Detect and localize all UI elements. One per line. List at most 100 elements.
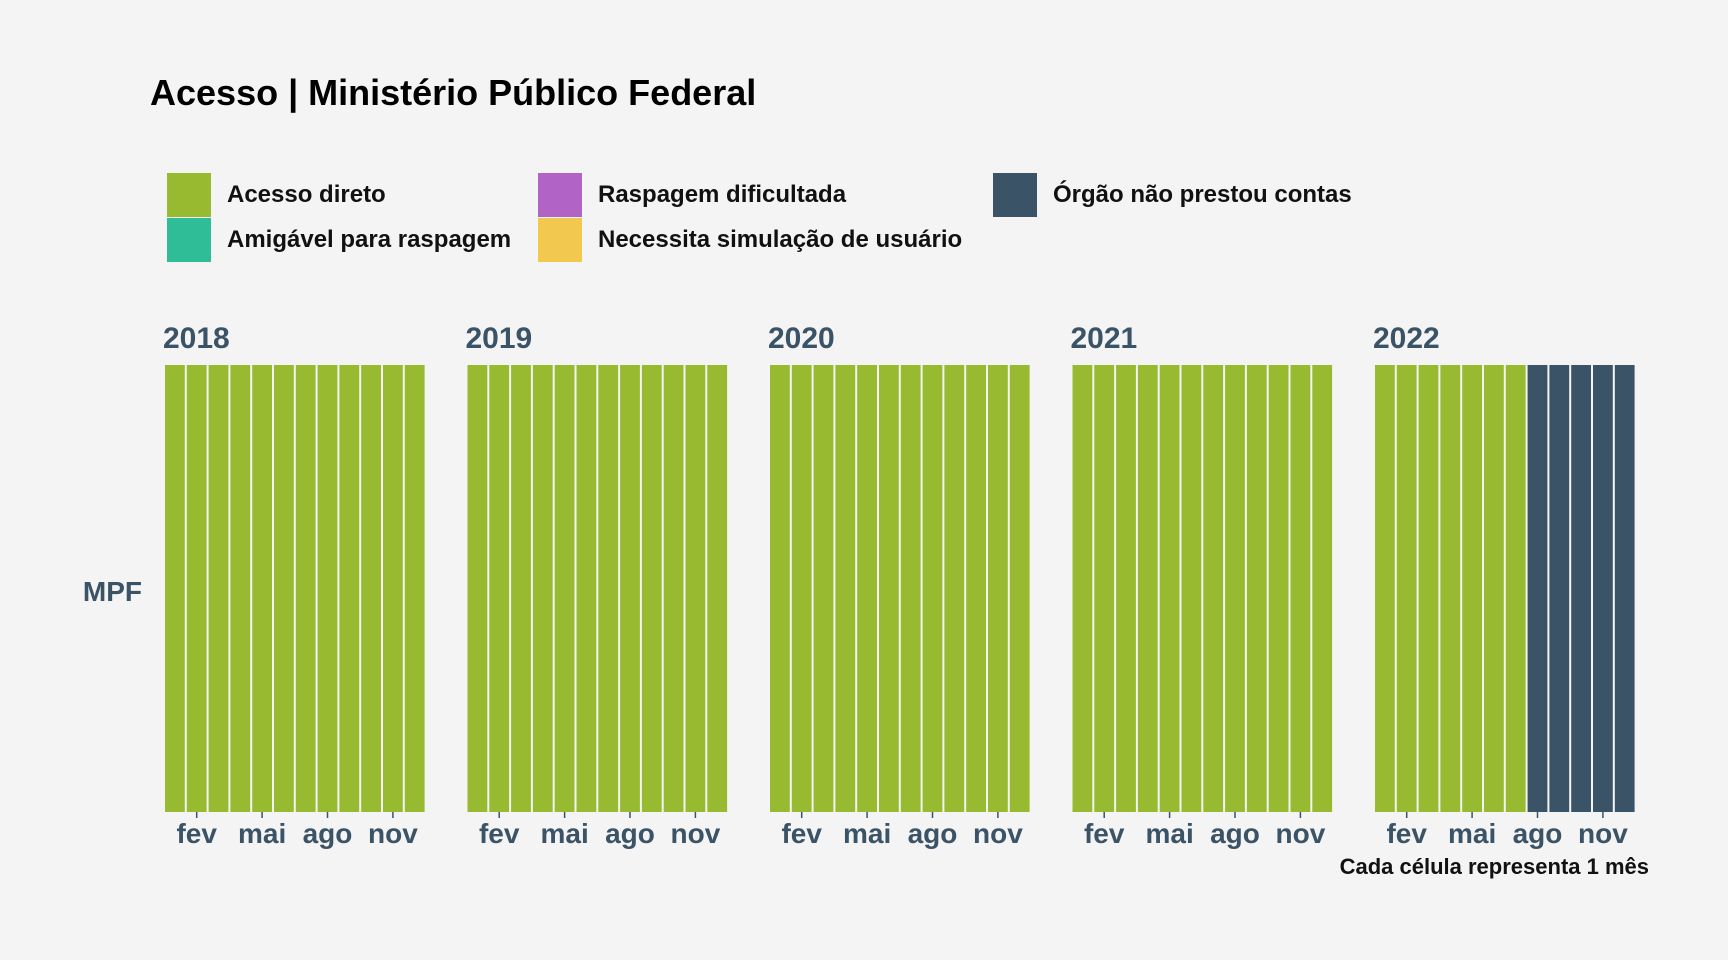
heatmap-cell (361, 365, 381, 812)
heatmap-cell (295, 365, 316, 812)
heatmap-cell (1116, 365, 1136, 812)
heatmap-cell (813, 365, 834, 812)
heatmap-cell (922, 365, 943, 812)
heatmap-cell (1375, 365, 1395, 812)
legend-item-simulacao-usuario: Necessita simulação de usuário (538, 218, 962, 262)
heatmap-cell (835, 365, 856, 812)
heatmap-cell (707, 365, 728, 812)
heatmap-cell (252, 365, 272, 812)
facet-year-label: 2019 (466, 322, 533, 355)
legend-item-acesso-direto: Acesso direto (167, 173, 386, 217)
x-tick-label: mai (843, 818, 891, 849)
facet-year-label: 2021 (1071, 322, 1138, 355)
heatmap-cell (663, 365, 684, 812)
heatmap-cell (1009, 365, 1030, 812)
heatmap-cell (317, 365, 338, 812)
legend-item-raspagem-dificultada: Raspagem dificultada (538, 173, 846, 217)
heatmap-cell (1614, 365, 1635, 812)
heatmap-cell (230, 365, 251, 812)
heatmap-cell (1290, 365, 1311, 812)
heatmap-cell (988, 365, 1008, 812)
heatmap-cell (791, 365, 812, 812)
heatmap-cell (1418, 365, 1439, 812)
x-tick-label: nov (671, 818, 721, 849)
x-tick-label: nov (973, 818, 1023, 849)
legend-swatch (538, 173, 582, 217)
x-tick-label: fev (1084, 818, 1125, 849)
x-tick-label: nov (1276, 818, 1326, 849)
legend-swatch (167, 173, 211, 217)
heatmap-cell (1593, 365, 1613, 812)
heatmap-cell (641, 365, 662, 812)
heatmap-cell (1094, 365, 1115, 812)
heatmap-cell (383, 365, 403, 812)
legend-label: Amigável para raspagem (227, 226, 512, 253)
x-tick-label: mai (1145, 818, 1193, 849)
heatmap-cell (1203, 365, 1224, 812)
heatmap-cell (1462, 365, 1482, 812)
legend-item-amigavel: Amigável para raspagem (167, 218, 511, 262)
x-tick-label: ago (1513, 818, 1563, 849)
facet-year-label: 2020 (768, 322, 835, 355)
heatmap-cell (1181, 365, 1202, 812)
heatmap-cell (685, 365, 706, 812)
heatmap-cell (900, 365, 921, 812)
heatmap-cell (1549, 365, 1570, 812)
legend-swatch (167, 218, 211, 262)
heatmap-cell (1505, 365, 1526, 812)
legend-label: Raspagem dificultada (598, 181, 847, 208)
heatmap-cell (186, 365, 207, 812)
legend-label: Acesso direto (227, 181, 386, 208)
heatmap-cell (879, 365, 899, 812)
page-title: Acesso | Ministério Público Federal (150, 72, 757, 113)
heatmap-cell (1396, 365, 1417, 812)
legend-swatch (538, 218, 582, 262)
heatmap-cell (1571, 365, 1591, 812)
heatmap-cell (1440, 365, 1461, 812)
heatmap-cell (1312, 365, 1333, 812)
x-tick-label: nov (368, 818, 418, 849)
heatmap-cell (966, 365, 986, 812)
heatmap-cell (274, 365, 294, 812)
facet-year-label: 2018 (163, 322, 230, 355)
legend-item-nao-prestou-contas: Órgão não prestou contas (993, 173, 1352, 217)
heatmap-cell (1072, 365, 1093, 812)
chart-caption: Cada célula representa 1 mês (1339, 854, 1649, 879)
heatmap-cell (620, 365, 640, 812)
heatmap-cell (576, 365, 597, 812)
row-label: MPF (83, 576, 142, 607)
heatmap-cell (554, 365, 575, 812)
x-tick-label: fev (781, 818, 822, 849)
x-tick-label: ago (1210, 818, 1260, 849)
heatmap-cell (1527, 365, 1548, 812)
x-tick-label: ago (605, 818, 655, 849)
x-tick-label: mai (238, 818, 286, 849)
legend-label: Órgão não prestou contas (1053, 181, 1352, 208)
legend-swatch (993, 173, 1037, 217)
heatmap-cell (1159, 365, 1180, 812)
x-tick-label: ago (908, 818, 958, 849)
x-tick-label: fev (176, 818, 217, 849)
heatmap-cell (1246, 365, 1267, 812)
x-tick-label: mai (1448, 818, 1496, 849)
heatmap-cell (467, 365, 488, 812)
x-tick-label: fev (479, 818, 520, 849)
x-tick-label: ago (303, 818, 353, 849)
legend-label: Necessita simulação de usuário (598, 226, 963, 253)
x-tick-label: fev (1386, 818, 1427, 849)
heatmap-cell (165, 365, 185, 812)
heatmap-cell (1225, 365, 1245, 812)
heatmap-cell (208, 365, 229, 812)
heatmap-cell (404, 365, 425, 812)
heatmap-cell (1268, 365, 1289, 812)
x-tick-label: nov (1578, 818, 1628, 849)
heatmap-cell (1137, 365, 1158, 812)
heatmap-cell (511, 365, 531, 812)
heatmap-cell (339, 365, 360, 812)
heatmap-cell (857, 365, 877, 812)
x-tick-label: mai (540, 818, 588, 849)
heatmap-cell (489, 365, 510, 812)
heatmap-cell (532, 365, 553, 812)
facet-year-label: 2022 (1373, 322, 1440, 355)
